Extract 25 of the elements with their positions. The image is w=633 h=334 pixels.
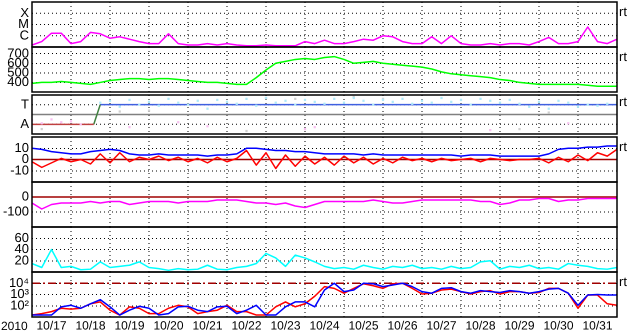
x-tick-label: 10/31 [582,318,613,333]
text: A [20,116,30,131]
text: rt [619,94,627,109]
x-tick-label: 10/30 [543,318,574,333]
x-tick-label: 10/20 [153,318,184,333]
y-tick-label: -100 [2,204,29,219]
x-tick-label: 10/24 [309,318,340,333]
text: rt [619,139,627,154]
x-tick-label: 10/23 [270,318,301,333]
text: rt [619,274,627,289]
x-tick-label: 10/22 [231,318,262,333]
x-tick-label: 10/28 [465,318,496,333]
x-tick-label: 10/26 [387,318,418,333]
text: rt [619,4,627,19]
x-tick-label: 10/21 [192,318,223,333]
x-tick-label: 10/18 [75,318,106,333]
text: T [21,96,30,112]
x-tick-label: 10/25 [348,318,379,333]
x-tick-label: 10/19 [114,318,145,333]
x-axis-title: 2010 [1,319,28,333]
x-tick-label: 10/29 [504,318,535,333]
text: rt [619,49,627,64]
y-tick-label: 0 [22,188,29,204]
x-tick-label: 10/27 [426,318,457,333]
x-tick-label: 10/17 [36,318,67,333]
